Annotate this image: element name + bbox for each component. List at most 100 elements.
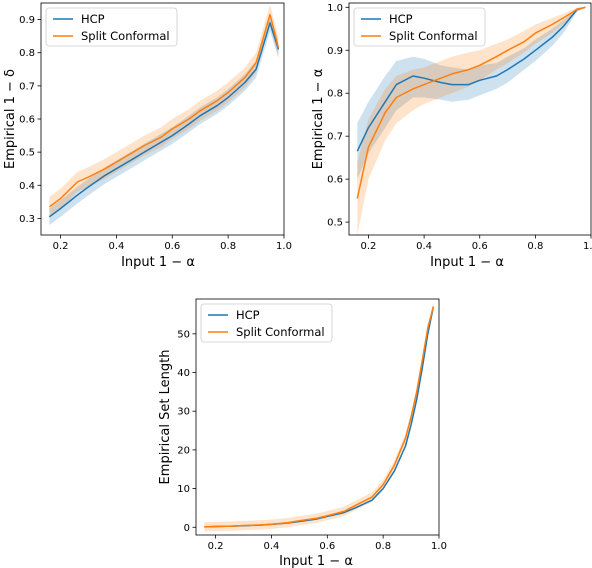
- y-tick-label: 0.4: [19, 181, 35, 192]
- split-conformal-point: [327, 515, 328, 516]
- split-conformal-point: [355, 505, 356, 506]
- legend-box: [45, 7, 178, 47]
- hcp-point: [524, 58, 525, 59]
- hcp-point: [383, 488, 384, 489]
- x-tick-label: 1.0: [431, 541, 447, 552]
- y-axis-title: Empirical 1 − α: [311, 69, 326, 170]
- y-tick-label: 0.6: [327, 175, 343, 186]
- y-tick-label: 10: [177, 484, 190, 495]
- split-conformal-point: [440, 78, 441, 79]
- hcp-point: [357, 151, 358, 152]
- chart-top-right: 0.2 0.4 0.6 0.8 1.0 0.5 0.6 0.7 0.8 0.9 1.0 Input 1…: [311, 2, 592, 270]
- split-conformal-point: [479, 65, 480, 66]
- split-conformal-point: [243, 525, 244, 526]
- hcp-point: [200, 115, 201, 116]
- split-conformal-point: [60, 198, 61, 199]
- x-tick-label: 0.6: [472, 241, 488, 252]
- legend-label-hcp: HCP: [389, 12, 413, 26]
- split-conformal-point: [260, 524, 261, 525]
- y-tick-label: 0.7: [19, 81, 35, 92]
- split-conformal-point: [357, 198, 358, 199]
- legend-label-hcp: HCP: [236, 308, 260, 322]
- split-conformal-point: [412, 88, 413, 89]
- x-tick-label: 0.4: [263, 541, 279, 552]
- hcp-point: [172, 135, 173, 136]
- hcp-point: [188, 123, 189, 124]
- split-conformal-point: [451, 73, 452, 74]
- split-conformal-point: [394, 465, 395, 466]
- split-conformal-point: [368, 146, 369, 147]
- legend-label-split-conformal: Split Conformal: [236, 325, 325, 339]
- hcp-point: [77, 195, 78, 196]
- legend-box: [200, 303, 333, 343]
- x-axis-title: Input 1 − α: [430, 255, 504, 270]
- hcp-point: [468, 84, 469, 85]
- hcp-point: [278, 49, 279, 50]
- hcp-point: [496, 75, 497, 76]
- hcp-point: [60, 208, 61, 209]
- split-conformal-point: [133, 152, 134, 153]
- legend-label-split-conformal: Split Conformal: [389, 29, 478, 43]
- split-conformal-point: [116, 162, 117, 163]
- split-conformal-point: [552, 24, 553, 25]
- hcp-point: [535, 50, 536, 51]
- split-conformal-point: [585, 7, 586, 8]
- x-tick-label: 1.0: [276, 241, 292, 252]
- y-tick-label: 0.3: [19, 214, 35, 225]
- split-conformal-point: [316, 518, 317, 519]
- legend: HCP Split Conformal: [353, 7, 486, 47]
- split-conformal-point: [105, 168, 106, 169]
- split-conformal-point: [416, 391, 417, 392]
- hcp-point: [412, 75, 413, 76]
- plot-area-frame: [195, 298, 440, 536]
- hcp-point: [269, 22, 270, 23]
- legend-box: [353, 7, 486, 47]
- y-tick-label: 0.8: [19, 48, 35, 59]
- hcp-point: [411, 424, 412, 425]
- x-tick-label: 0.2: [53, 241, 69, 252]
- hcp-point: [563, 26, 564, 27]
- x-tick-label: 0.4: [108, 241, 124, 252]
- split-conformal-point: [200, 110, 201, 111]
- split-conformal-point: [269, 14, 270, 15]
- split-conformal-point: [385, 112, 386, 113]
- split-conformal-point: [424, 84, 425, 85]
- y-tick-label: 0.9: [19, 15, 35, 26]
- hcp-point: [405, 445, 406, 446]
- split-conformal-point: [215, 526, 216, 527]
- x-tick-label: 0.2: [361, 241, 377, 252]
- split-conformal-confidence-band: [357, 7, 586, 235]
- hcp-point: [385, 101, 386, 102]
- split-conformal-point: [88, 176, 89, 177]
- split-conformal-point: [244, 77, 245, 78]
- split-conformal-point: [271, 524, 272, 525]
- split-conformal-point: [228, 92, 229, 93]
- hcp-point: [355, 507, 356, 508]
- legend: HCP Split Conformal: [200, 303, 333, 343]
- y-tick-label: 0.9: [327, 46, 343, 57]
- split-conformal-point: [256, 62, 257, 63]
- split-conformal-line: [204, 306, 435, 528]
- hcp-point: [161, 142, 162, 143]
- chart-bottom: 0.2 0.4 0.6 0.8 1.0 0 10 20 30 40 50 Input 1 − α Emp…: [158, 298, 447, 568]
- hcp-point: [216, 105, 217, 106]
- split-conformal-point: [524, 41, 525, 42]
- hcp-point: [479, 80, 480, 81]
- hcp-point: [440, 82, 441, 83]
- hcp-point: [105, 175, 106, 176]
- split-conformal-point: [422, 360, 423, 361]
- split-conformal-point: [405, 438, 406, 439]
- x-tick-label: 0.6: [164, 241, 180, 252]
- hcp-line: [48, 22, 280, 218]
- split-conformal-point: [507, 50, 508, 51]
- hcp-point: [416, 399, 417, 400]
- y-axis-title: Empirical 1 − δ: [3, 69, 18, 169]
- hcp-line: [356, 6, 586, 152]
- y-tick-label: 20: [177, 445, 190, 456]
- hcp-point: [133, 158, 134, 159]
- hcp-point: [244, 82, 245, 83]
- hcp-point: [396, 84, 397, 85]
- hcp-confidence-band: [357, 7, 586, 180]
- y-tick-label: 50: [177, 329, 190, 340]
